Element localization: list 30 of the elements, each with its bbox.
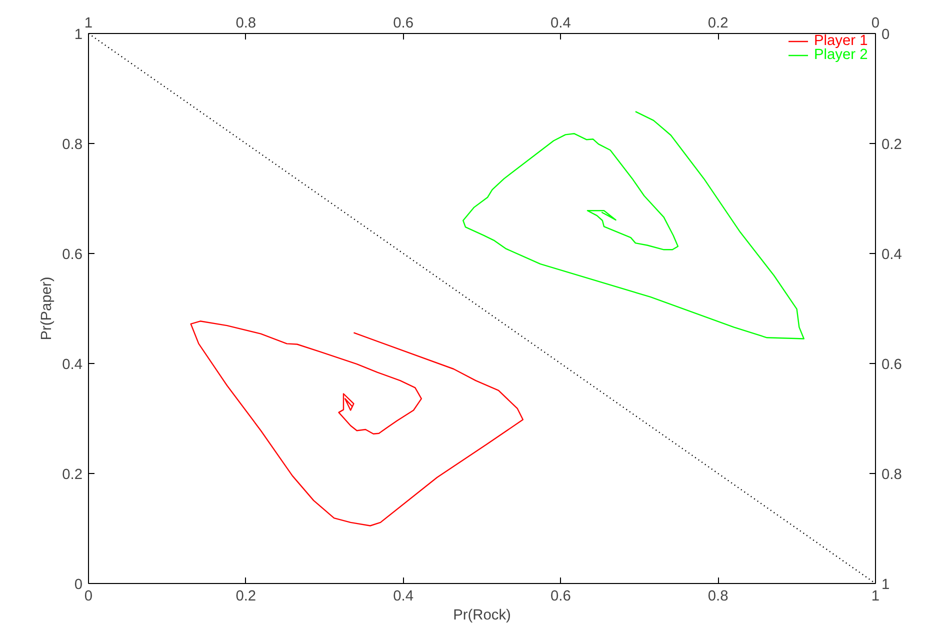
x2-tick-label: 0.2 xyxy=(708,16,728,32)
x2-tick-label: 0 xyxy=(871,16,880,32)
y-tick-label: 0 xyxy=(74,577,83,593)
y2-tick-label: 0.8 xyxy=(882,467,902,483)
x-axis-title: Pr(Rock) xyxy=(453,608,511,624)
x-tick-label: 0.2 xyxy=(236,588,256,604)
x-tick-label: 0.6 xyxy=(550,588,571,604)
y-tick-label: 0.6 xyxy=(62,247,82,263)
x-tick-label: 0.4 xyxy=(393,588,414,604)
y2-tick-label: 0 xyxy=(882,27,890,43)
x-tick-label: 1 xyxy=(871,588,880,604)
x-tick-label: 0 xyxy=(84,588,93,604)
y-tick-label: 0.8 xyxy=(62,137,82,153)
line-series xyxy=(462,111,804,340)
x2-tick-label: 1 xyxy=(84,16,93,32)
y-tick-label: 0.4 xyxy=(62,357,82,373)
legend-label: Player 2 xyxy=(814,47,868,63)
y2-tick-label: 0.4 xyxy=(882,247,902,263)
y2-tick-label: 1 xyxy=(882,577,890,593)
line-series xyxy=(190,320,524,526)
y2-tick-label: 0.6 xyxy=(882,357,902,373)
legend-label: Player 1 xyxy=(814,33,868,49)
y2-tick-label: 0.2 xyxy=(882,137,902,153)
x2-tick-label: 0.4 xyxy=(550,16,571,32)
y-tick-label: 1 xyxy=(74,27,83,43)
y-tick-label: 0.2 xyxy=(62,467,82,483)
y-axis-title: Pr(Paper) xyxy=(39,276,56,340)
x2-tick-label: 0.6 xyxy=(393,16,414,32)
x-tick-label: 0.8 xyxy=(708,588,728,604)
x2-tick-label: 0.8 xyxy=(236,16,256,32)
